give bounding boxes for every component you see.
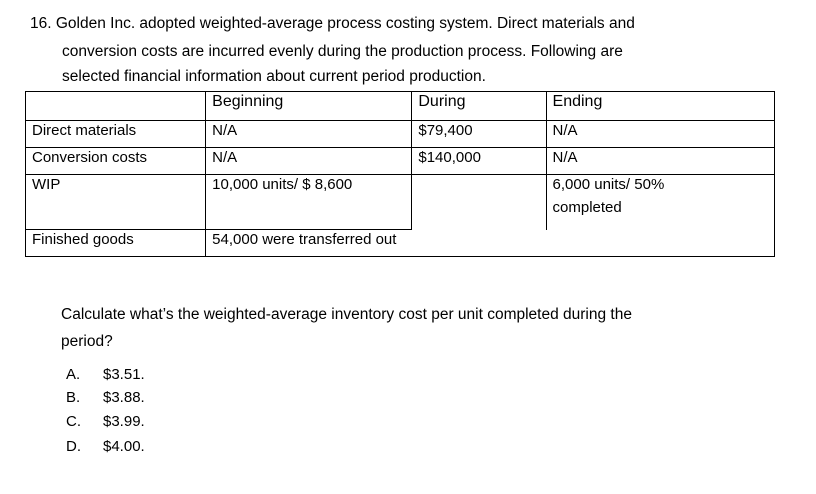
cell-ending: 6,000 units/ 50% completed <box>545 174 776 230</box>
row-label: Finished goods <box>24 229 207 257</box>
table-header-row: Beginning During Ending <box>24 91 776 121</box>
cell-ending: N/A <box>545 120 776 148</box>
row-label: WIP <box>24 174 207 230</box>
option-letter: D. <box>66 438 81 455</box>
cell-during <box>411 174 547 230</box>
option-text: $3.99. <box>103 413 145 430</box>
option-text: $3.88. <box>103 389 145 406</box>
header-ending: Ending <box>545 91 776 121</box>
question-line-1: 16. Golden Inc. adopted weighted-average… <box>30 15 635 32</box>
answer-option-d[interactable]: D. $4.00. <box>66 437 145 457</box>
table-row: WIP 10,000 units/ $ 8,600 6,000 units/ 5… <box>24 174 776 230</box>
table-row: Direct materials N/A $79,400 N/A <box>24 120 776 148</box>
cell-beginning: 10,000 units/ $ 8,600 <box>205 174 413 230</box>
option-text: $3.51. <box>103 366 145 383</box>
table-row: Finished goods 54,000 were transferred o… <box>24 229 775 257</box>
option-text: $4.00. <box>103 438 145 455</box>
header-beginning: Beginning <box>205 91 413 121</box>
table-row: Conversion costs N/A $140,000 N/A <box>24 147 776 175</box>
header-during: During <box>411 91 547 121</box>
row-label: Direct materials <box>24 120 207 148</box>
cell-beginning: N/A <box>205 120 413 148</box>
cell-ending: N/A <box>545 147 776 175</box>
option-letter: C. <box>66 413 81 430</box>
answer-option-a[interactable]: A. $3.51. <box>66 365 145 385</box>
cell-during: $140,000 <box>411 147 547 175</box>
question-line-3: selected financial information about cur… <box>62 68 486 85</box>
cell-finished-goods: 54,000 were transferred out <box>205 229 775 257</box>
ending-line-1: 6,000 units/ 50% <box>552 176 665 193</box>
option-letter: A. <box>66 366 81 383</box>
answer-option-c[interactable]: C. $3.99. <box>66 412 145 432</box>
production-data-table: Beginning During Ending Direct materials… <box>24 91 776 257</box>
header-blank-cell <box>24 91 207 121</box>
option-letter: B. <box>66 389 81 406</box>
row-label: Conversion costs <box>24 147 207 175</box>
prompt-line-1: Calculate what’s the weighted-average in… <box>61 306 632 323</box>
prompt-line-2: period? <box>61 333 113 350</box>
question-line-2: conversion costs are incurred evenly dur… <box>62 43 623 60</box>
answer-option-b[interactable]: B. $3.88. <box>66 388 145 408</box>
cell-beginning: N/A <box>205 147 413 175</box>
ending-line-2: completed <box>552 199 622 216</box>
cell-during: $79,400 <box>411 120 547 148</box>
